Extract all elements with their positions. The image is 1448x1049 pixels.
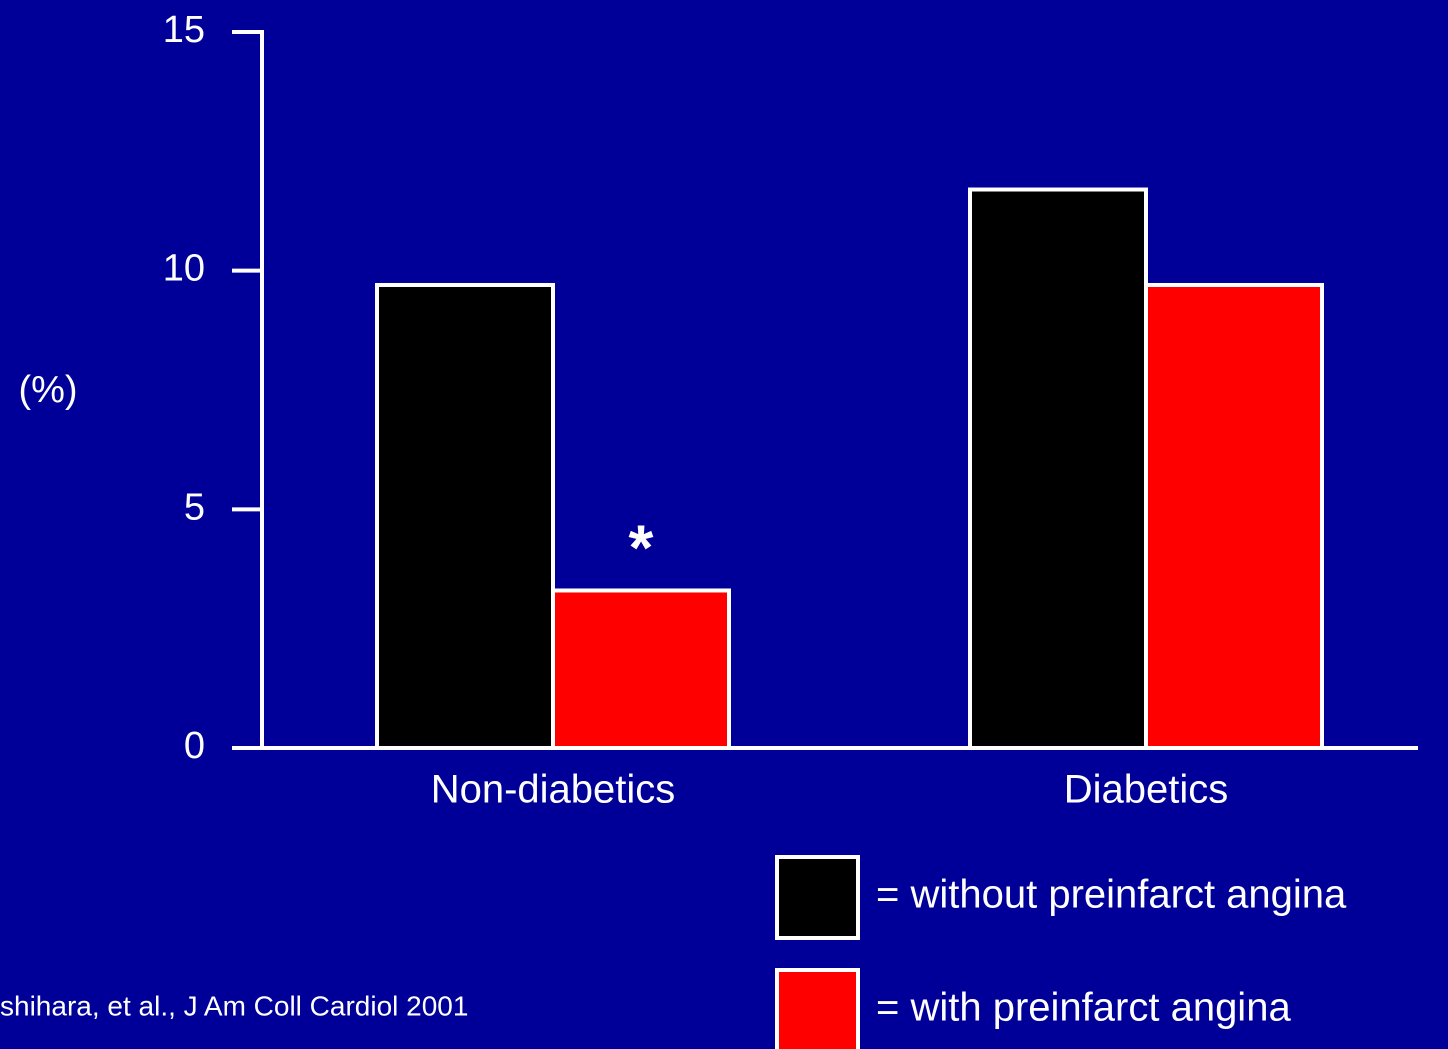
x-tick-label: Non-diabetics	[431, 768, 676, 812]
annotation: *	[629, 511, 654, 583]
source: shihara, et al., J Am Coll Cardiol 2001	[0, 990, 468, 1021]
x-tick-label: Diabetics	[1064, 768, 1229, 812]
y-tick-label: 0	[184, 725, 205, 767]
bar	[375, 282, 555, 750]
y-tick-label: 5	[184, 486, 205, 528]
legend-swatch	[775, 968, 860, 1049]
legend-label: = with preinfarct angina	[876, 986, 1291, 1030]
legend-swatch	[775, 855, 860, 940]
legend-label: = without preinfarct angina	[876, 873, 1347, 917]
bar	[968, 187, 1148, 750]
bar	[551, 588, 731, 750]
y-tick-label: 10	[163, 248, 205, 290]
y-tick-label: 15	[163, 9, 205, 51]
bar	[1144, 282, 1324, 750]
y-axis-label: (%)	[18, 369, 77, 411]
